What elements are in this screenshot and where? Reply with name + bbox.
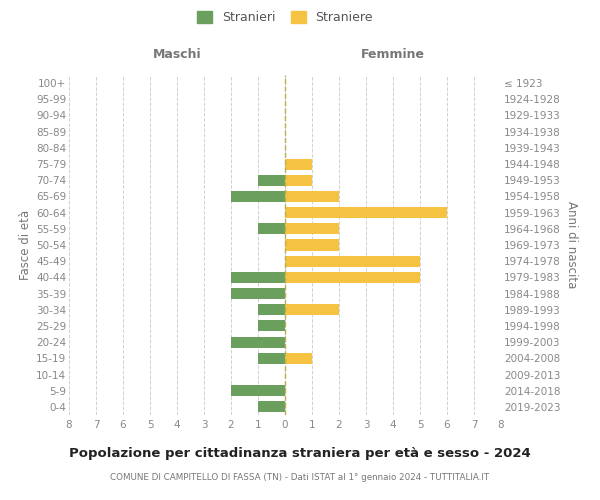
Bar: [258, 224, 285, 234]
Y-axis label: Anni di nascita: Anni di nascita: [565, 202, 578, 288]
Bar: [285, 174, 312, 186]
Text: Popolazione per cittadinanza straniera per età e sesso - 2024: Popolazione per cittadinanza straniera p…: [69, 448, 531, 460]
Bar: [285, 304, 339, 316]
Bar: [258, 304, 285, 316]
Bar: [231, 272, 285, 283]
Text: Maschi: Maschi: [152, 48, 202, 62]
Bar: [285, 240, 339, 250]
Bar: [231, 288, 285, 299]
Bar: [285, 191, 339, 202]
Bar: [285, 353, 312, 364]
Bar: [258, 402, 285, 412]
Bar: [231, 336, 285, 347]
Text: COMUNE DI CAMPITELLO DI FASSA (TN) - Dati ISTAT al 1° gennaio 2024 - TUTTITALIA.: COMUNE DI CAMPITELLO DI FASSA (TN) - Dat…: [110, 472, 490, 482]
Bar: [258, 174, 285, 186]
Bar: [231, 385, 285, 396]
Bar: [285, 256, 420, 266]
Bar: [285, 207, 447, 218]
Bar: [231, 191, 285, 202]
Legend: Stranieri, Straniere: Stranieri, Straniere: [194, 8, 376, 26]
Bar: [285, 158, 312, 170]
Text: Femmine: Femmine: [361, 48, 425, 62]
Bar: [258, 320, 285, 332]
Bar: [258, 353, 285, 364]
Y-axis label: Fasce di età: Fasce di età: [19, 210, 32, 280]
Bar: [285, 272, 420, 283]
Bar: [285, 224, 339, 234]
